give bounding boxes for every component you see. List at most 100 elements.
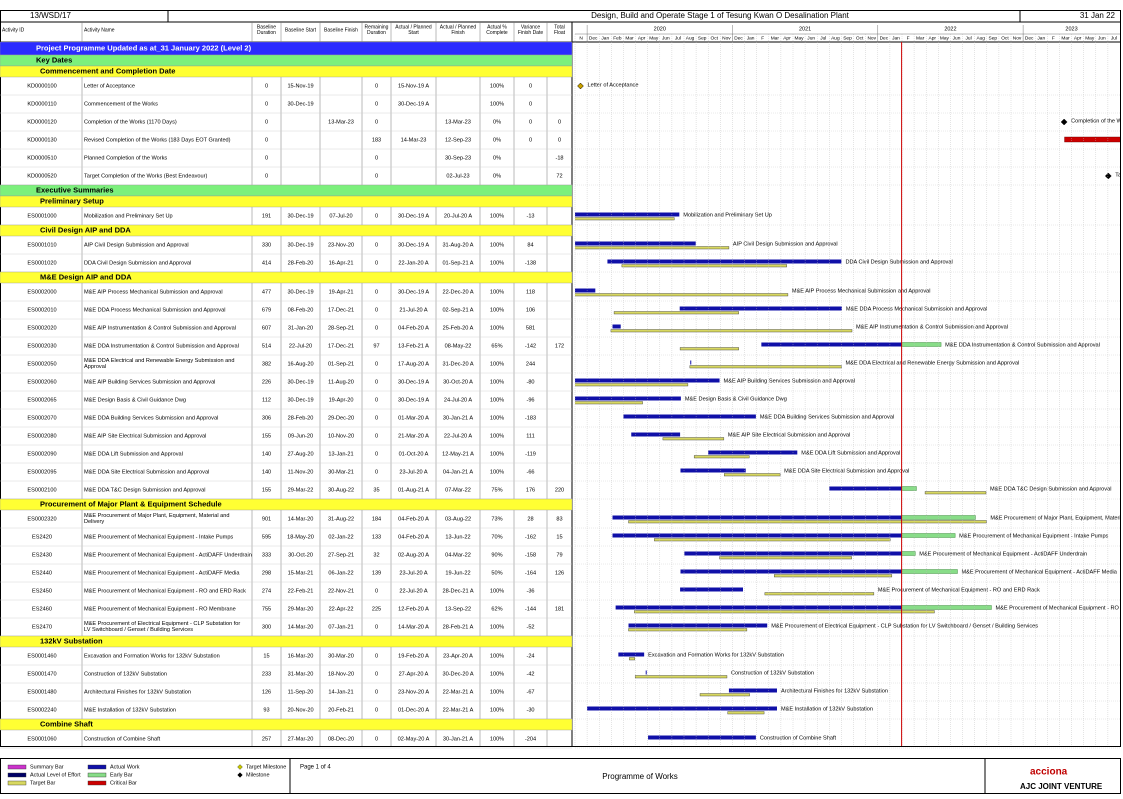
cell: 0 bbox=[375, 155, 378, 161]
month-label: F bbox=[1052, 35, 1055, 41]
cell: 22-Mar-21 A bbox=[443, 707, 474, 713]
cell: 100% bbox=[490, 588, 504, 594]
target-bar bbox=[575, 217, 675, 221]
band-title: Executive Summaries bbox=[36, 185, 114, 194]
cell: -96 bbox=[526, 397, 534, 403]
milestone bbox=[577, 82, 584, 90]
cell: DDA Civil Design Submission and Approval bbox=[84, 260, 191, 266]
bar-label: M&E AIP Process Mechanical Submission an… bbox=[792, 288, 931, 294]
legend-swatch bbox=[7, 764, 27, 770]
month-label: Sep bbox=[989, 35, 998, 41]
band-title: Commencement and Completion Date bbox=[40, 66, 175, 75]
target-bar bbox=[724, 473, 781, 477]
cell: 0 bbox=[375, 624, 378, 630]
cell: ES2430 bbox=[32, 552, 52, 558]
cell: 14-Mar-20 bbox=[288, 516, 314, 522]
column-header: Activity ID bbox=[2, 27, 25, 33]
band-section bbox=[0, 271, 573, 284]
cell: 0% bbox=[493, 173, 501, 179]
target-bar bbox=[629, 657, 635, 661]
cell: 04-Feb-20 A bbox=[398, 516, 429, 522]
cell: Construction of 132kV Substation bbox=[84, 671, 167, 677]
cell: M&E DDA Electrical and Renewable Energy … bbox=[84, 358, 235, 370]
cell: 50% bbox=[491, 570, 502, 576]
column-header: Baseline Start bbox=[285, 27, 317, 33]
cell: ES0001060 bbox=[27, 736, 56, 742]
cell: 0 bbox=[265, 173, 268, 179]
legend-swatch bbox=[237, 772, 243, 778]
month-label: Nov bbox=[1013, 35, 1022, 41]
month-label: Apr bbox=[1074, 35, 1082, 41]
month-label: Apr bbox=[783, 35, 791, 41]
actual-bar bbox=[575, 396, 681, 401]
cell: 19-Jun-22 bbox=[445, 570, 470, 576]
cell: 0 bbox=[375, 361, 378, 367]
cell: 184 bbox=[372, 516, 381, 522]
cell: -144 bbox=[525, 606, 536, 612]
cell: 0 bbox=[375, 379, 378, 385]
year-label: 2023 bbox=[1065, 26, 1077, 32]
cell: Revised Completion of the Works (183 Day… bbox=[84, 137, 231, 143]
cell: 155 bbox=[262, 487, 271, 493]
cell: ES0002010 bbox=[27, 307, 56, 313]
actual-bar bbox=[648, 735, 756, 740]
bar-label: M&E AIP Instrumentation & Control Submis… bbox=[856, 324, 1008, 330]
cell: -30 bbox=[526, 707, 534, 713]
cell: 140 bbox=[262, 469, 271, 475]
band-title: 132kV Substation bbox=[40, 636, 103, 645]
bar-label: M&E Procurement of Mechanical Equipment … bbox=[959, 533, 1108, 539]
cell: 22-Jul-20 A bbox=[399, 588, 428, 594]
legend-label: Early Bar bbox=[110, 772, 133, 778]
early-bar bbox=[901, 551, 916, 556]
cell: 330 bbox=[262, 242, 271, 248]
band-title: Procurement of Major Plant & Equipment S… bbox=[40, 499, 222, 508]
target-bar bbox=[575, 293, 789, 297]
cell: 17-Aug-20 A bbox=[398, 361, 429, 367]
target-bar bbox=[924, 491, 987, 495]
bar-label: Mobilization and Preliminary Set Up bbox=[683, 212, 772, 218]
bar-label: Architectural Finishes for 132kV Substat… bbox=[781, 688, 888, 694]
month-label: May bbox=[649, 35, 659, 41]
cell: -66 bbox=[526, 469, 534, 475]
cell: 01-Dec-20 A bbox=[398, 707, 429, 713]
cell: 75% bbox=[491, 487, 502, 493]
cell: 20-Nov-20 bbox=[287, 707, 313, 713]
cell: ES0001020 bbox=[27, 260, 56, 266]
cell: 31-Aug-20 A bbox=[442, 242, 473, 248]
cell: -183 bbox=[525, 415, 536, 421]
month-label: Aug bbox=[686, 35, 695, 41]
cell: 382 bbox=[262, 361, 271, 367]
cell: 01-Aug-21 A bbox=[398, 487, 429, 493]
bar-label: M&E AIP Building Services Submission and… bbox=[724, 378, 855, 384]
cell: 28-Feb-20 bbox=[288, 415, 314, 421]
cell: -138 bbox=[525, 260, 536, 266]
cell: 18-May-20 bbox=[287, 534, 314, 540]
cell: ES2450 bbox=[32, 588, 52, 594]
cell: 17-Dec-21 bbox=[328, 307, 354, 313]
cell: 12-Sep-23 bbox=[445, 137, 471, 143]
bar-label: M&E DDA Process Mechanical Submission an… bbox=[846, 306, 987, 312]
cell: 30-Dec-19 bbox=[287, 289, 313, 295]
bar-label: M&E DDA Lift Submission and Approval bbox=[801, 450, 900, 456]
cell: 30-Aug-22 bbox=[328, 487, 354, 493]
target-bar bbox=[764, 592, 875, 596]
actual-bar bbox=[575, 241, 696, 246]
cell: 31-Dec-20 A bbox=[442, 361, 473, 367]
cell: ES0002070 bbox=[27, 415, 56, 421]
cell: 126 bbox=[555, 570, 564, 576]
cell: M&E Procurement of Mechanical Equipment … bbox=[84, 534, 233, 540]
cell: 31-Mar-20 bbox=[288, 671, 314, 677]
actual-bar bbox=[680, 468, 746, 473]
cell: 11-Aug-20 bbox=[328, 379, 354, 385]
legend-swatch bbox=[237, 764, 243, 770]
month-label: Aug bbox=[976, 35, 985, 41]
cell: 13-Sep-22 bbox=[445, 606, 471, 612]
cell: 09-Jun-20 bbox=[288, 433, 313, 439]
cell: 07-Mar-22 bbox=[445, 487, 471, 493]
cell: 0 bbox=[529, 101, 532, 107]
actual-bar bbox=[618, 652, 645, 657]
month-label: Jun bbox=[807, 35, 815, 41]
cell: 0 bbox=[375, 173, 378, 179]
bar-label: M&E DDA Instrumentation & Control Submis… bbox=[945, 342, 1100, 348]
cell: 220 bbox=[555, 487, 564, 493]
